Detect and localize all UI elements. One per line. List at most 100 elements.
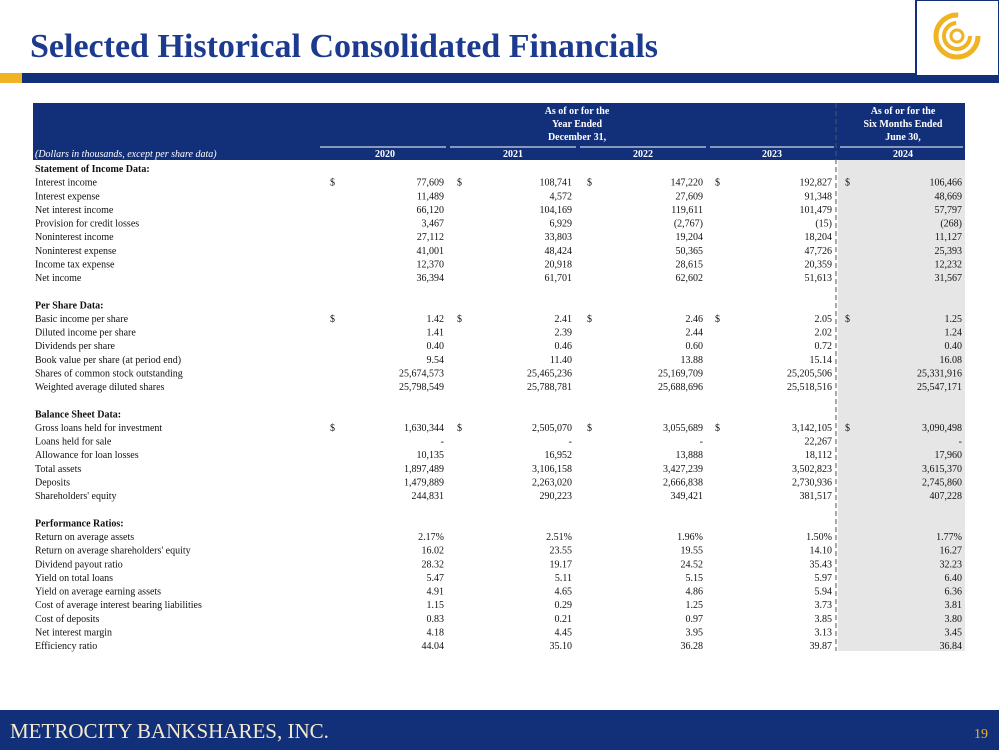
currency-sign: $: [330, 423, 335, 434]
cell-value: 3.73: [815, 600, 833, 611]
cell-value: 2,666,838: [663, 477, 703, 488]
cell-value: 28.32: [422, 559, 445, 570]
table-header-band: [33, 103, 965, 160]
cell-value: 5.94: [815, 587, 833, 598]
cell-value: 0.40: [945, 341, 963, 352]
cell-value: 39.87: [810, 641, 833, 652]
cell-value: 0.40: [427, 341, 445, 352]
row-label: Noninterest expense: [35, 246, 117, 257]
cell-value: 5.15: [686, 573, 704, 584]
cell-value: 25,688,696: [658, 382, 703, 393]
row-label: Yield on total loans: [35, 573, 113, 584]
cell-value: 3.45: [945, 627, 963, 638]
logo-box: [915, 0, 999, 77]
cell-value: -: [959, 437, 962, 448]
cell-value: 119,611: [671, 205, 703, 216]
cell-value: 61,701: [545, 273, 573, 284]
cell-value: 48,669: [935, 191, 963, 202]
cell-value: 16,952: [545, 450, 573, 461]
currency-sign: $: [330, 314, 335, 325]
cell-value: 3.80: [945, 614, 963, 625]
cell-value: 6,929: [550, 219, 573, 230]
cell-value: 18,204: [805, 232, 833, 243]
cell-value: 19,204: [676, 232, 704, 243]
cell-value: 3,106,158: [532, 464, 572, 475]
table: As of or for the Year Ended December 31, As…: [35, 106, 963, 652]
currency-sign: $: [457, 314, 462, 325]
row-label: Efficiency ratio: [35, 641, 97, 652]
cell-value: 25,205,506: [787, 368, 832, 379]
cell-value: 1.50%: [806, 532, 832, 543]
cell-value: 16.27: [940, 546, 963, 557]
cell-value: 192,827: [800, 178, 833, 189]
row-label: Interest income: [35, 178, 97, 189]
cell-value: 4.65: [555, 587, 573, 598]
cell-value: 11,127: [935, 232, 962, 243]
cell-value: 5.47: [427, 573, 445, 584]
row-label: Dividends per share: [35, 341, 116, 352]
cell-value: 3,502,823: [792, 464, 832, 475]
currency-sign: $: [715, 423, 720, 434]
row-label: Total assets: [35, 464, 81, 475]
cell-value: 36,394: [417, 273, 445, 284]
cell-value: -: [569, 437, 572, 448]
cell-value: 2.39: [555, 328, 573, 339]
cell-value: 24.52: [681, 559, 704, 570]
section-title: Performance Ratios:: [35, 518, 124, 529]
cell-value: 4.86: [686, 587, 704, 598]
cell-value: 36.84: [940, 641, 963, 652]
row-label: Net interest margin: [35, 627, 112, 638]
currency-sign: $: [457, 178, 462, 189]
column-header: 2020: [375, 149, 395, 160]
cell-value: 4,572: [550, 191, 573, 202]
title-rule-accent: [0, 73, 22, 83]
period-header: As of or for the: [871, 106, 936, 117]
cell-value: 23.55: [550, 546, 573, 557]
cell-value: 147,220: [671, 178, 704, 189]
cell-value: 25,788,781: [527, 382, 572, 393]
cell-value: 0.46: [555, 341, 573, 352]
currency-sign: $: [330, 178, 335, 189]
period-header: December 31,: [548, 132, 607, 143]
row-label: Allowance for loan losses: [35, 450, 139, 461]
row-label: Return on average assets: [35, 532, 134, 543]
cell-value: 15.14: [810, 355, 833, 366]
cell-value: 0.21: [555, 614, 573, 625]
cell-value: 25,518,516: [787, 382, 832, 393]
cell-value: 22,267: [805, 437, 833, 448]
row-label: Shareholders' equity: [35, 491, 117, 502]
cell-value: 6.40: [945, 573, 963, 584]
row-label: Return on average shareholders' equity: [35, 546, 191, 557]
cell-value: 106,466: [930, 178, 963, 189]
cell-value: 290,223: [540, 491, 573, 502]
cell-value: 91,348: [805, 191, 833, 202]
cell-value: 77,609: [417, 178, 445, 189]
currency-sign: $: [587, 178, 592, 189]
cell-value: 35.43: [810, 559, 833, 570]
cell-value: 13.88: [681, 355, 704, 366]
cell-value: 36.28: [681, 641, 704, 652]
footer-band: [0, 710, 999, 750]
cell-value: 0.60: [686, 341, 704, 352]
cell-value: 3,615,370: [922, 464, 962, 475]
row-label: Yield on average earning assets: [35, 587, 161, 598]
cell-value: 0.97: [686, 614, 704, 625]
cell-value: 2.41: [555, 314, 573, 325]
cell-value: 12,370: [417, 259, 445, 270]
cell-value: 33,803: [545, 232, 573, 243]
currency-sign: $: [715, 178, 720, 189]
currency-sign: $: [845, 178, 850, 189]
cell-value: 62,602: [676, 273, 704, 284]
cell-value: 51,613: [805, 273, 833, 284]
cell-value: -: [700, 437, 703, 448]
cell-value: 25,674,573: [399, 368, 444, 379]
cell-value: 3.85: [815, 614, 833, 625]
cell-value: 3,427,239: [663, 464, 703, 475]
cell-value: 3,055,689: [663, 423, 703, 434]
cell-value: 4.45: [555, 627, 573, 638]
cell-value: 35.10: [550, 641, 573, 652]
cell-value: 2.17%: [418, 532, 444, 543]
cell-value: 13,888: [676, 450, 704, 461]
row-label: Gross loans held for investment: [35, 423, 162, 434]
